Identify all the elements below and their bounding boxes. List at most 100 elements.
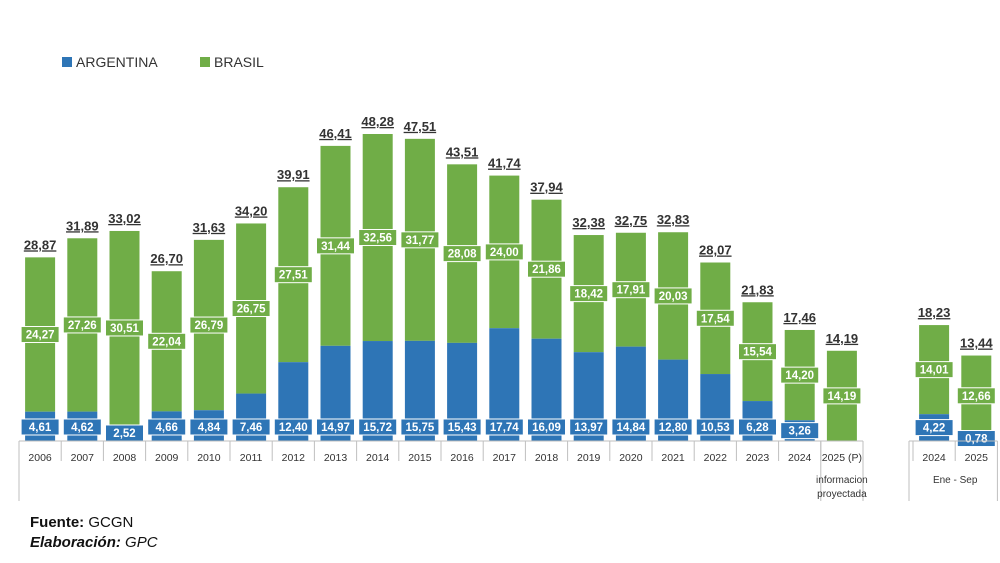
label-brasil-21: 12,66 xyxy=(962,391,991,403)
label-brasil-3-box xyxy=(147,332,187,350)
tick-label-19: 2025 (P) xyxy=(822,452,862,464)
label-total-13: 32,38 xyxy=(572,215,605,230)
tick-label-5: 2011 xyxy=(240,452,263,464)
legend-swatch-brasil xyxy=(200,57,210,67)
label-argentina-16-box xyxy=(695,418,735,436)
label-argentina-11: 17,74 xyxy=(490,422,519,434)
label-argentina-6-box xyxy=(273,418,313,436)
label-brasil-5: 26,75 xyxy=(237,304,266,316)
label-total-18: 17,46 xyxy=(783,310,816,325)
label-brasil-15-box xyxy=(653,287,693,305)
label-total-3: 26,70 xyxy=(150,251,183,266)
tick-label-16: 2022 xyxy=(704,452,728,464)
label-brasil-6: 27,51 xyxy=(279,270,308,282)
label-total-9: 47,51 xyxy=(404,119,437,134)
label-argentina-15: 12,80 xyxy=(659,422,688,434)
label-argentina-3-box xyxy=(147,418,187,436)
label-brasil-8-box xyxy=(358,229,398,247)
legend-swatch-argentina xyxy=(62,57,72,67)
label-brasil-17: 15,54 xyxy=(743,347,772,359)
label-argentina-0-box xyxy=(20,418,60,436)
label-total-2: 33,02 xyxy=(108,211,141,226)
label-total-5: 34,20 xyxy=(235,203,268,218)
label-argentina-17: 6,28 xyxy=(746,422,769,434)
label-brasil-0: 24,27 xyxy=(26,330,55,342)
label-brasil-3: 22,04 xyxy=(152,336,181,348)
tick-label-0: 2006 xyxy=(28,452,52,464)
label-total-12: 37,94 xyxy=(530,180,563,195)
label-argentina-13: 13,97 xyxy=(574,422,603,434)
group-label-0-line-1: proyectada xyxy=(817,489,867,500)
label-brasil-19-box xyxy=(822,387,862,405)
label-argentina-10: 15,43 xyxy=(448,422,477,434)
label-brasil-6-box xyxy=(273,266,313,284)
tick-label-18: 2024 xyxy=(788,452,812,464)
footer: Fuente: GCGN Elaboración: GPC xyxy=(30,513,158,553)
label-brasil-21-box xyxy=(956,387,996,405)
label-brasil-19: 14,19 xyxy=(828,391,857,403)
label-total-19: 14,19 xyxy=(826,331,859,346)
label-argentina-20: 4,22 xyxy=(923,423,945,435)
tick-label-14: 2020 xyxy=(619,452,643,464)
label-argentina-1-box xyxy=(62,418,102,436)
label-brasil-14: 17,91 xyxy=(617,285,646,297)
legend-label-argentina: ARGENTINA xyxy=(76,54,158,70)
label-brasil-18-box xyxy=(780,366,820,384)
tick-label-21: 2025 xyxy=(965,452,989,464)
label-brasil-0-box xyxy=(20,326,60,344)
label-argentina-13-box xyxy=(569,418,609,436)
label-total-14: 32,75 xyxy=(615,213,648,228)
label-total-6: 39,91 xyxy=(277,167,310,182)
label-brasil-2: 30,51 xyxy=(110,323,139,335)
label-brasil-10-box xyxy=(442,245,482,263)
label-argentina-0: 4,61 xyxy=(29,422,52,434)
label-brasil-12-box xyxy=(527,260,566,278)
tick-label-11: 2017 xyxy=(493,452,517,464)
source-label: Fuente: xyxy=(30,514,85,531)
tick-label-10: 2016 xyxy=(450,452,474,464)
tick-label-17: 2023 xyxy=(746,452,770,464)
label-total-16: 28,07 xyxy=(699,243,732,258)
legend-label-brasil: BRASIL xyxy=(214,54,264,70)
label-argentina-14-box xyxy=(611,418,651,436)
label-argentina-10-box xyxy=(442,418,482,436)
label-brasil-7: 31,44 xyxy=(321,241,350,253)
label-argentina-6: 12,40 xyxy=(279,422,308,434)
tick-label-9: 2015 xyxy=(408,452,432,464)
label-total-21: 13,44 xyxy=(960,336,993,351)
label-total-17: 21,83 xyxy=(741,282,774,297)
label-total-7: 46,41 xyxy=(319,126,352,141)
label-brasil-14-box xyxy=(611,281,651,299)
tick-label-8: 2014 xyxy=(366,452,390,464)
elaboration-label: Elaboración: xyxy=(30,534,121,551)
tick-label-13: 2019 xyxy=(577,452,601,464)
label-brasil-16: 17,54 xyxy=(701,313,730,325)
label-brasil-10: 28,08 xyxy=(448,249,477,261)
label-argentina-7-box xyxy=(316,418,355,436)
label-brasil-11-box xyxy=(484,243,524,261)
label-brasil-9-box xyxy=(400,231,440,249)
label-brasil-4-box xyxy=(189,316,229,334)
label-argentina-1: 4,62 xyxy=(71,422,93,434)
label-brasil-15: 20,03 xyxy=(659,291,688,303)
label-total-0: 28,87 xyxy=(24,237,57,252)
label-total-10: 43,51 xyxy=(446,144,479,159)
label-brasil-7-box xyxy=(316,237,355,255)
label-argentina-21: 0,78 xyxy=(965,434,988,446)
label-brasil-17-box xyxy=(738,343,777,361)
tick-label-6: 2012 xyxy=(282,452,306,464)
label-argentina-17-box xyxy=(738,418,777,436)
tick-label-1: 2007 xyxy=(71,452,95,464)
label-argentina-12: 16,09 xyxy=(532,422,561,434)
label-brasil-8: 32,56 xyxy=(363,233,392,245)
label-argentina-4: 4,84 xyxy=(198,422,221,434)
tick-label-15: 2021 xyxy=(661,452,685,464)
source-value: GCGN xyxy=(88,514,134,531)
label-brasil-20-box xyxy=(914,361,954,379)
source-line: Fuente: GCGN xyxy=(30,513,158,533)
x-axis: 2006 2007 2008 2009 2010 2011 2012 2013 2014 2015… xyxy=(18,440,998,501)
label-brasil-1-box xyxy=(62,316,102,334)
tick-label-7: 2013 xyxy=(324,452,348,464)
label-brasil-5-box xyxy=(231,300,271,318)
label-argentina-9: 15,75 xyxy=(406,422,435,434)
